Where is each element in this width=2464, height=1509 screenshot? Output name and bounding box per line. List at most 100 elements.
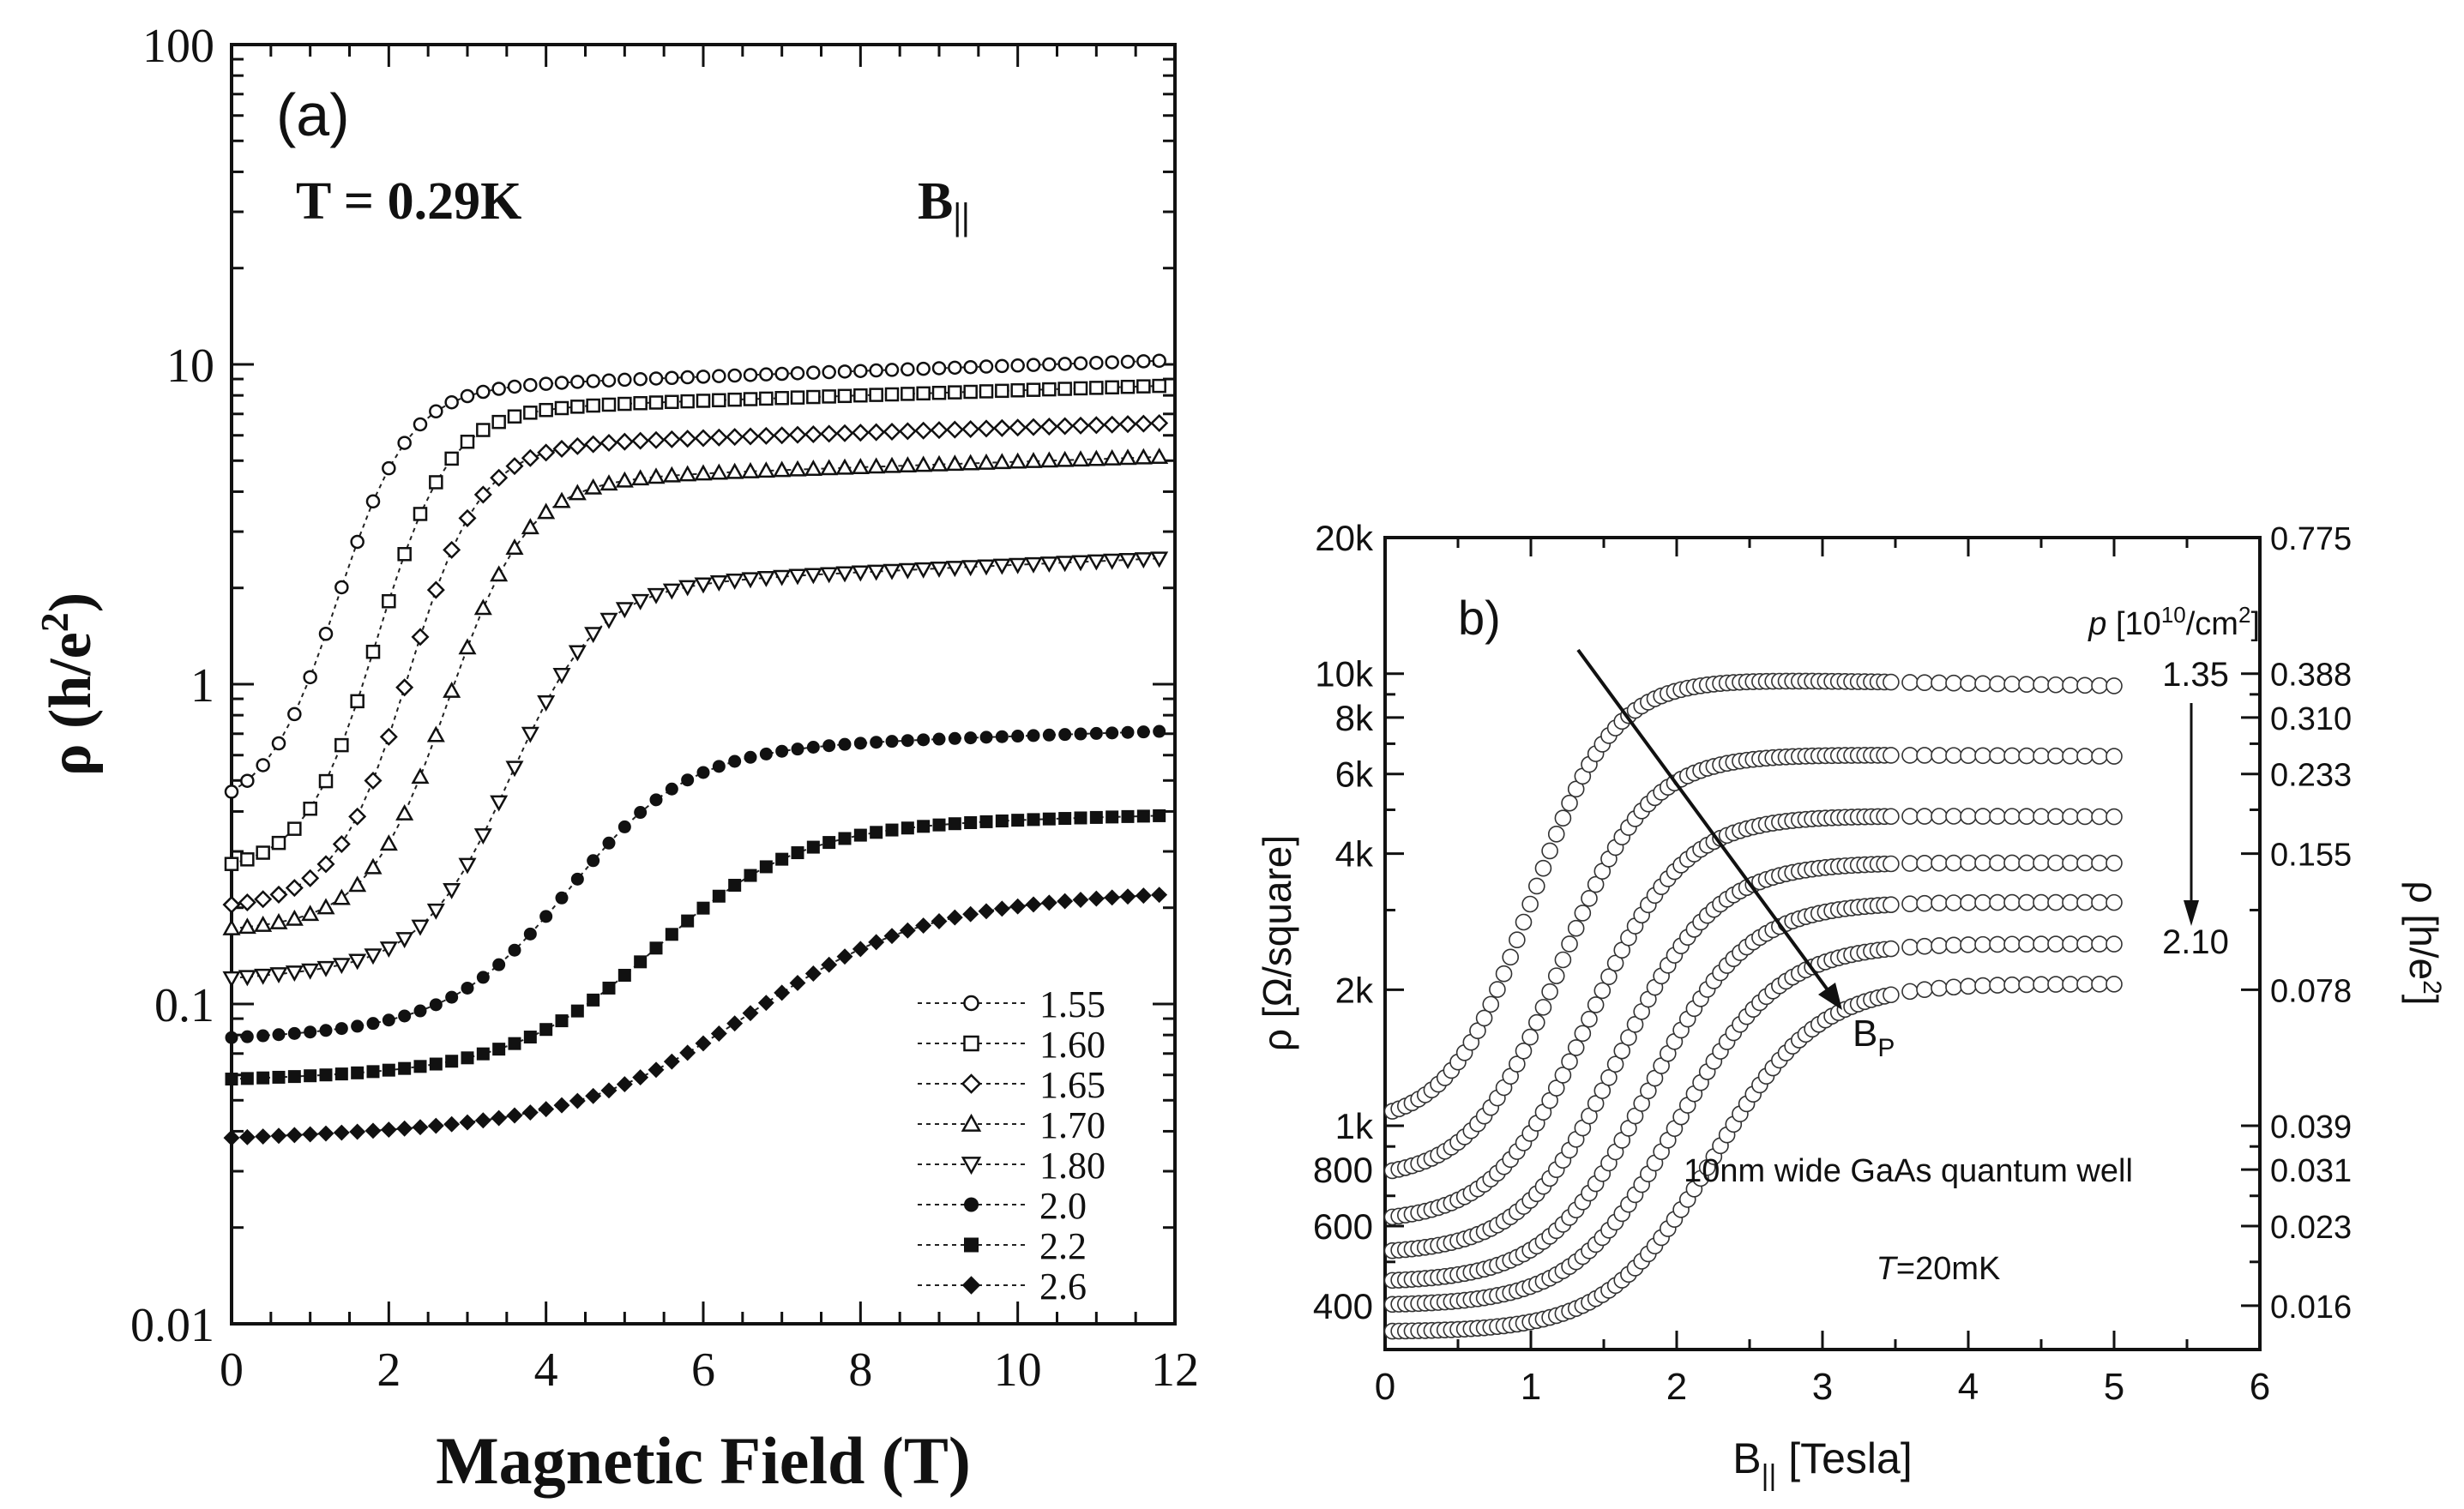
- data-point: [979, 359, 994, 374]
- data-point: [678, 465, 697, 482]
- data-point: [853, 828, 867, 842]
- x-tick-label: 4: [1958, 1366, 1979, 1408]
- data-point: [948, 731, 961, 745]
- data-point: [2091, 893, 2108, 911]
- data-point: [1118, 415, 1137, 434]
- data-point: [853, 388, 868, 403]
- data-point: [932, 732, 946, 746]
- data-point: [364, 771, 383, 790]
- data-point: [539, 376, 553, 391]
- data-point: [270, 1127, 287, 1145]
- data-point: [948, 817, 961, 831]
- data-point: [756, 570, 775, 587]
- legend-label: 1.65: [1039, 1064, 1105, 1106]
- y-tick-label-left: 10k: [1315, 654, 1374, 694]
- data-point: [1057, 357, 1072, 371]
- panel-a-y-axis-label-sup: 2: [33, 612, 76, 632]
- y-tick-label-left: 2k: [1335, 970, 1374, 1010]
- data-point: [1025, 896, 1042, 913]
- data-point: [618, 396, 632, 412]
- panel-b-label: b): [1458, 591, 1501, 645]
- data-point: [287, 821, 302, 836]
- data-point: [222, 971, 241, 988]
- data-point: [2047, 976, 2064, 993]
- data-point: [1089, 355, 1104, 370]
- data-point: [1502, 948, 1519, 966]
- data-point: [917, 820, 931, 833]
- panel-b-x-axis-label-rest: [Tesla]: [1776, 1434, 1912, 1482]
- bp-arrow-head: [1818, 983, 1842, 1010]
- data-point: [332, 888, 351, 905]
- data-point: [649, 793, 663, 807]
- data-point: [773, 426, 792, 445]
- data-point: [1040, 894, 1057, 911]
- data-point: [508, 1037, 521, 1050]
- data-point: [1103, 448, 1122, 466]
- data-point: [775, 744, 789, 758]
- data-point: [1509, 1055, 1526, 1073]
- data-point: [429, 998, 443, 1012]
- data-point: [491, 382, 506, 396]
- data-point: [413, 507, 428, 521]
- y-tick-label-left: 20k: [1315, 518, 1374, 558]
- x-tick-label: 5: [2104, 1366, 2124, 1408]
- data-point: [1931, 937, 1948, 954]
- data-point: [2018, 935, 2035, 953]
- data-point: [1960, 936, 1977, 953]
- data-point: [789, 974, 806, 991]
- series-1.35: [1383, 672, 2123, 1120]
- series-s4: [1383, 854, 2123, 1260]
- data-point: [2062, 808, 2079, 826]
- data-point: [820, 424, 839, 443]
- data-point: [867, 457, 886, 474]
- legend-label: 1.80: [1039, 1145, 1105, 1187]
- data-point: [632, 1069, 649, 1086]
- data-point: [538, 1101, 555, 1118]
- data-point: [615, 602, 634, 619]
- data-point: [364, 1122, 382, 1139]
- data-point: [539, 402, 553, 418]
- series-1.80: [222, 551, 1169, 988]
- data-point: [1989, 977, 2006, 994]
- data-point: [238, 893, 256, 912]
- data-point: [473, 828, 492, 845]
- data-point: [285, 879, 304, 898]
- data-point: [1073, 356, 1088, 371]
- data-point: [1011, 814, 1025, 827]
- data-point: [287, 1026, 301, 1040]
- data-point: [492, 958, 506, 971]
- data-point: [1150, 414, 1169, 433]
- data-point: [537, 502, 556, 520]
- data-point: [993, 900, 1010, 917]
- data-point: [476, 971, 490, 984]
- data-point: [272, 1028, 286, 1042]
- data-point: [555, 891, 569, 905]
- data-point: [568, 645, 587, 662]
- bp-arrow-label: BP: [1853, 1013, 1895, 1062]
- data-point: [240, 1072, 254, 1085]
- data-point: [885, 823, 899, 837]
- data-point: [774, 366, 789, 382]
- panel-b-y-axis-label-right-main: ρ [h/e: [2401, 881, 2446, 980]
- x-tick-label: 0: [1375, 1366, 1395, 1408]
- data-point: [742, 1005, 759, 1022]
- data-point: [225, 1073, 238, 1086]
- data-point: [648, 1061, 665, 1079]
- data-point: [662, 583, 681, 600]
- data-point: [1960, 675, 1977, 692]
- data-point: [1931, 674, 1948, 692]
- data-point: [348, 953, 367, 971]
- data-point: [490, 468, 509, 487]
- data-point: [1042, 357, 1057, 372]
- data-point: [804, 568, 822, 585]
- data-point: [271, 736, 286, 751]
- data-point: [285, 965, 304, 983]
- data-point: [977, 419, 996, 438]
- data-point: [1974, 808, 1991, 825]
- data-point: [429, 404, 443, 418]
- data-point: [822, 836, 836, 850]
- data-point: [316, 960, 335, 977]
- data-point: [2106, 854, 2123, 872]
- data-point: [1521, 1028, 1539, 1046]
